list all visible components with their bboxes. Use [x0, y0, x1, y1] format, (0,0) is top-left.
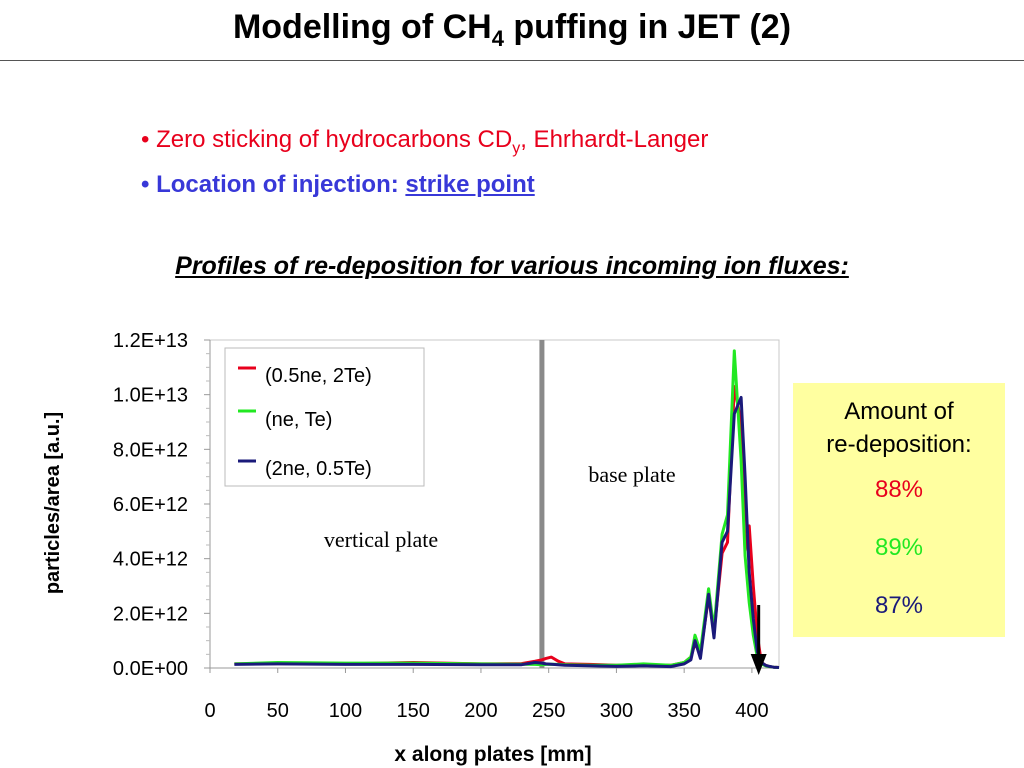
- bullet-sticking: • Zero sticking of hydrocarbons CDy, Ehr…: [141, 126, 709, 157]
- x-tick-label: 400: [735, 700, 768, 722]
- strike-point-emphasis: strike point: [405, 170, 535, 198]
- x-tick-label: 50: [267, 700, 289, 722]
- redeposition-chart: 0.0E+00 2.0E+12 4.0E+12 6.0E+12 8.0E+12 1.0E+…: [42, 330, 780, 766]
- y-tick-label: 2.0E+12: [113, 603, 188, 625]
- x-tick-label: 300: [600, 700, 633, 722]
- y-tick-label: 0.0E+00: [113, 658, 188, 680]
- redeposition-value-1: 88%: [874, 476, 924, 503]
- y-tick-label: 6.0E+12: [113, 494, 188, 516]
- x-tick-label: 0: [204, 700, 215, 722]
- x-tick-label: 200: [464, 700, 497, 722]
- arrow-head: [750, 654, 767, 675]
- x-tick-label: 100: [329, 700, 362, 722]
- x-axis-title: x along plates [mm]: [394, 743, 591, 766]
- series-lines: [234, 349, 780, 669]
- bullet-injection: • Location of injection: strike point: [141, 170, 535, 198]
- slide-title: Modelling of CH4 puffing in JET (2): [232, 8, 792, 51]
- chart-heading: Profiles of re-deposition for various in…: [175, 252, 849, 280]
- vertical-plate-label: vertical plate: [324, 527, 438, 552]
- redeposition-value-2: 89%: [874, 534, 924, 561]
- y-tick-label: 1.2E+13: [113, 330, 188, 352]
- legend-label: (2ne, 0.5Te): [265, 458, 372, 480]
- x-tick-label: 150: [397, 700, 430, 722]
- series-line: [234, 395, 780, 669]
- redeposition-value-3: 87%: [874, 592, 924, 619]
- y-tick-label: 8.0E+12: [113, 439, 188, 461]
- bullet-list: • Zero sticking of hydrocarbons CDy, Ehr…: [141, 122, 708, 203]
- y-axis-ticks: 0.0E+00 2.0E+12 4.0E+12 6.0E+12 8.0E+12 1.0E+…: [113, 330, 210, 680]
- x-tick-label: 250: [532, 700, 565, 722]
- summary-heading-line: Amount of: [844, 398, 954, 425]
- legend-box: [224, 347, 425, 487]
- y-axis-title: particles/area [a.u.]: [42, 412, 64, 594]
- legend-label: (ne, Te): [265, 409, 332, 431]
- y-tick-label: 4.0E+12: [113, 549, 188, 571]
- x-tick-label: 350: [667, 700, 700, 722]
- legend: (0.5ne, 2Te) (ne, Te) (2ne, 0.5Te): [224, 347, 425, 487]
- summary-heading-line: re-deposition:: [826, 431, 972, 458]
- redeposition-summary: Amount of re-deposition: 88% 89% 87%: [793, 383, 1005, 637]
- legend-label: (0.5ne, 2Te): [265, 365, 372, 387]
- title-divider: [0, 60, 1024, 61]
- x-axis-ticks: 0 50 100 150 200 250 300 350 400: [204, 668, 769, 722]
- injection-arrow: [750, 605, 767, 675]
- y-tick-label: 1.0E+13: [113, 385, 188, 407]
- summary-heading: Amount of re-deposition:: [793, 395, 1005, 461]
- base-plate-label: base plate: [588, 462, 675, 487]
